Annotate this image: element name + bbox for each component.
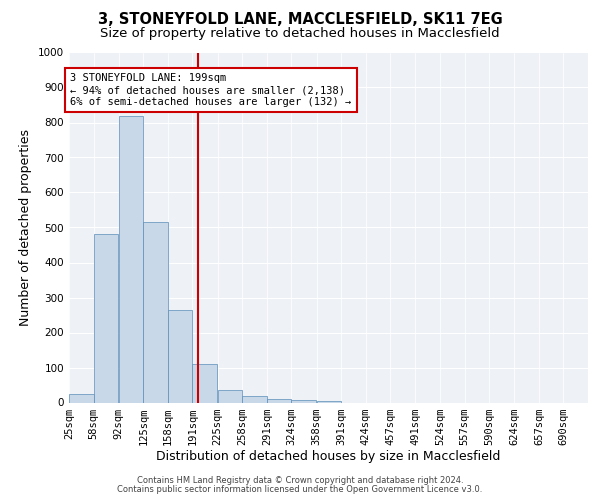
Bar: [119, 116, 143, 403]
Text: 3, STONEYFOLD LANE, MACCLESFIELD, SK11 7EG: 3, STONEYFOLD LANE, MACCLESFIELD, SK11 7…: [98, 12, 502, 28]
Bar: [292, 400, 316, 402]
Bar: [69, 394, 94, 402]
Y-axis label: Number of detached properties: Number of detached properties: [19, 129, 32, 326]
Bar: [193, 364, 217, 403]
Text: Size of property relative to detached houses in Macclesfield: Size of property relative to detached ho…: [100, 28, 500, 40]
X-axis label: Distribution of detached houses by size in Macclesfield: Distribution of detached houses by size …: [157, 450, 500, 464]
Text: Contains HM Land Registry data © Crown copyright and database right 2024.: Contains HM Land Registry data © Crown c…: [137, 476, 463, 485]
Bar: [168, 310, 193, 402]
Bar: [242, 396, 267, 402]
Bar: [267, 399, 292, 402]
Bar: [94, 234, 118, 402]
Text: 3 STONEYFOLD LANE: 199sqm
← 94% of detached houses are smaller (2,138)
6% of sem: 3 STONEYFOLD LANE: 199sqm ← 94% of detac…: [70, 74, 352, 106]
Bar: [143, 222, 168, 402]
Bar: [218, 390, 242, 402]
Text: Contains public sector information licensed under the Open Government Licence v3: Contains public sector information licen…: [118, 485, 482, 494]
